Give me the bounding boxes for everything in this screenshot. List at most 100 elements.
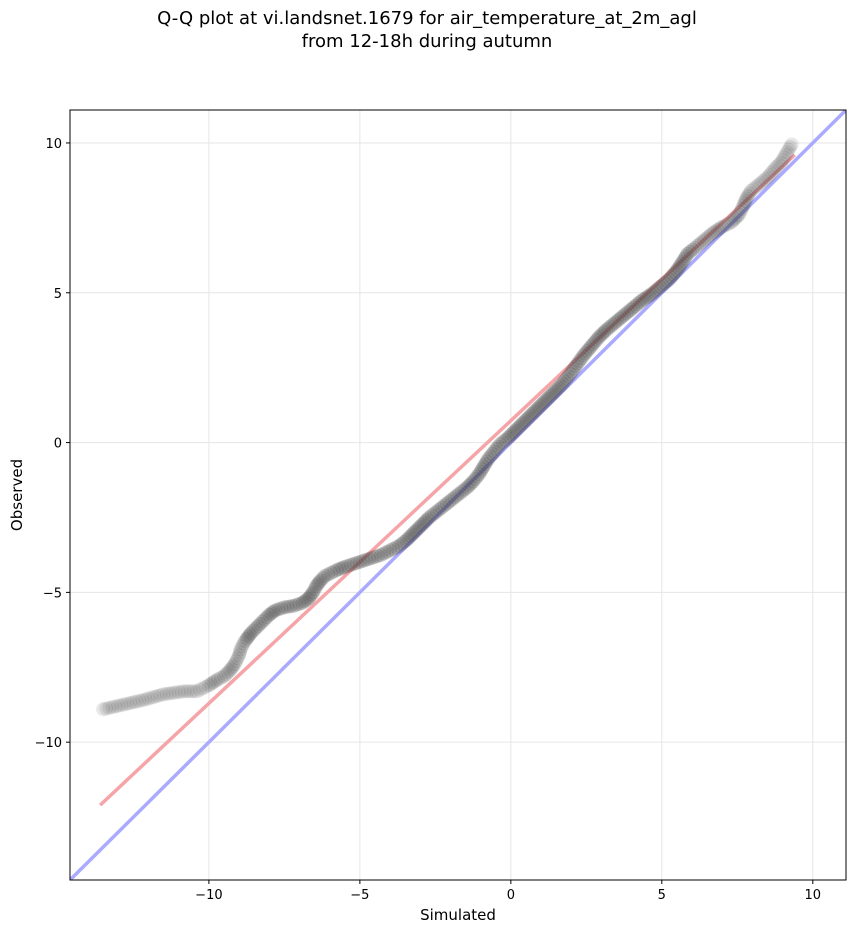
data-point bbox=[585, 337, 600, 352]
data-point bbox=[277, 600, 292, 615]
data-point bbox=[551, 380, 566, 395]
data-point bbox=[546, 386, 561, 401]
data-point bbox=[587, 335, 602, 350]
data-point bbox=[238, 634, 253, 649]
data-point bbox=[260, 610, 275, 625]
data-point bbox=[156, 687, 171, 702]
data-point bbox=[418, 514, 433, 529]
data-point bbox=[664, 270, 679, 285]
data-point bbox=[427, 506, 442, 521]
data-point bbox=[340, 558, 355, 573]
data-point bbox=[114, 698, 129, 713]
data-point bbox=[534, 397, 549, 412]
data-point bbox=[210, 672, 225, 687]
data-point bbox=[330, 562, 345, 577]
data-point bbox=[216, 669, 231, 684]
data-point bbox=[233, 642, 248, 657]
data-point bbox=[694, 235, 709, 250]
data-point bbox=[232, 645, 247, 660]
data-point bbox=[780, 145, 795, 160]
data-point bbox=[224, 661, 239, 676]
data-point bbox=[150, 688, 165, 703]
data-point bbox=[500, 431, 515, 446]
data-point bbox=[255, 614, 270, 629]
data-point bbox=[268, 603, 283, 618]
data-point bbox=[374, 547, 389, 562]
data-point bbox=[439, 496, 454, 511]
data-point bbox=[380, 544, 395, 559]
data-point bbox=[553, 378, 568, 393]
data-point bbox=[274, 601, 289, 616]
data-point bbox=[370, 548, 385, 563]
data-point bbox=[597, 325, 612, 340]
data-point bbox=[201, 678, 216, 693]
data-point bbox=[355, 553, 370, 568]
data-point bbox=[470, 469, 485, 484]
data-point bbox=[409, 523, 424, 538]
y-tick-label: −5 bbox=[43, 586, 62, 601]
data-point bbox=[386, 541, 401, 556]
data-point bbox=[544, 388, 559, 403]
data-point bbox=[724, 215, 739, 230]
data-point bbox=[655, 277, 670, 292]
fit-line bbox=[98, 153, 796, 807]
data-point bbox=[266, 604, 281, 619]
data-point bbox=[297, 594, 312, 609]
data-point bbox=[662, 272, 677, 287]
data-point bbox=[153, 688, 168, 703]
data-point bbox=[742, 186, 757, 201]
data-point bbox=[452, 486, 467, 501]
data-point bbox=[257, 612, 272, 627]
data-point bbox=[271, 602, 286, 617]
data-point bbox=[129, 694, 144, 709]
data-point bbox=[493, 437, 508, 452]
data-point bbox=[653, 279, 668, 294]
data-point bbox=[753, 176, 768, 191]
data-point bbox=[171, 685, 186, 700]
data-point bbox=[479, 454, 494, 469]
data-point bbox=[498, 433, 513, 448]
data-point bbox=[697, 233, 712, 248]
data-point bbox=[407, 525, 422, 540]
data-point bbox=[364, 550, 379, 565]
data-point bbox=[189, 684, 204, 699]
data-point bbox=[468, 472, 483, 487]
data-point bbox=[583, 339, 598, 354]
data-point bbox=[506, 425, 521, 440]
data-point bbox=[399, 532, 414, 547]
data-point bbox=[416, 516, 431, 531]
data-point bbox=[392, 538, 407, 553]
data-point bbox=[367, 549, 382, 564]
data-point bbox=[635, 293, 650, 308]
data-point bbox=[549, 382, 564, 397]
data-point bbox=[621, 304, 636, 319]
data-point bbox=[772, 157, 787, 172]
data-point bbox=[283, 599, 298, 614]
data-point bbox=[682, 244, 697, 259]
data-point bbox=[703, 227, 718, 242]
data-point bbox=[289, 597, 304, 612]
data-point bbox=[715, 219, 730, 234]
data-point bbox=[574, 351, 589, 366]
data-point bbox=[358, 552, 373, 567]
data-point bbox=[601, 321, 616, 336]
data-point bbox=[755, 174, 770, 189]
data-point bbox=[301, 591, 316, 606]
data-point bbox=[315, 571, 330, 586]
data-point bbox=[420, 512, 435, 527]
data-point bbox=[733, 204, 748, 219]
data-point bbox=[310, 577, 325, 592]
data-point bbox=[213, 670, 228, 685]
data-point bbox=[195, 681, 210, 696]
data-point bbox=[784, 137, 799, 152]
data-point bbox=[292, 596, 307, 611]
data-point bbox=[466, 474, 481, 489]
data-point bbox=[593, 328, 608, 343]
data-point bbox=[401, 531, 416, 546]
data-point bbox=[250, 619, 265, 634]
data-point bbox=[141, 691, 156, 706]
data-point bbox=[523, 408, 538, 423]
data-point bbox=[102, 700, 117, 715]
y-tick-label: 0 bbox=[54, 437, 62, 452]
